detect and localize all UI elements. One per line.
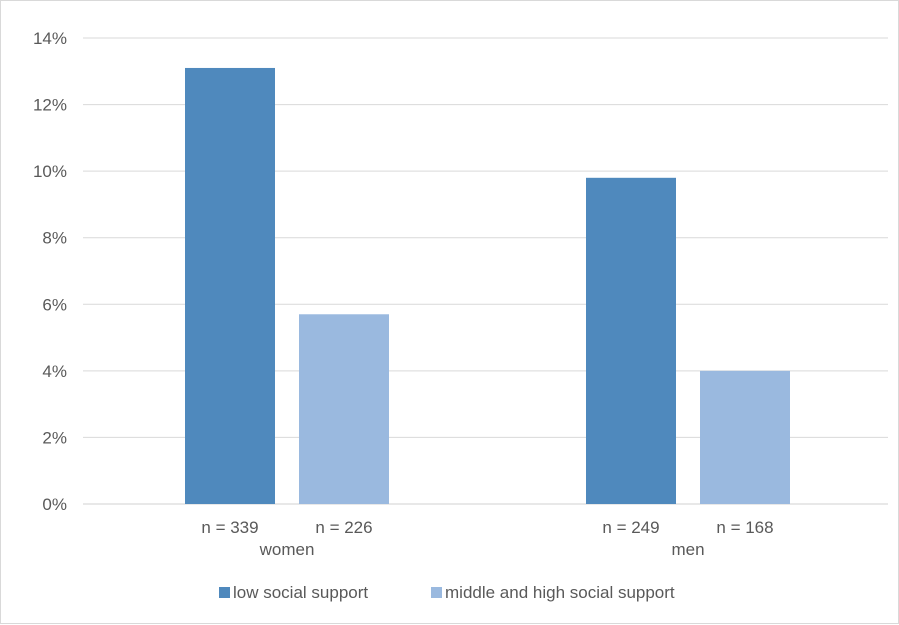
bar-women-series-1 (185, 67, 275, 504)
legend-label: middle and high social support (445, 583, 675, 602)
y-tick-label: 10% (33, 162, 67, 181)
group-label-men: men (671, 540, 704, 559)
legend-label: low social support (233, 583, 368, 602)
legend: low social support middle and high social… (219, 583, 675, 602)
legend-swatch (431, 587, 442, 598)
bar-women-series-2 (299, 314, 389, 504)
y-tick-label: 12% (33, 96, 67, 115)
y-tick-label: 0% (42, 495, 67, 514)
bar-men-series-2 (700, 370, 790, 504)
y-tick-label: 2% (42, 428, 67, 447)
bar-sublabel: n = 168 (716, 518, 773, 537)
bars (185, 67, 790, 505)
bar-sublabel: n = 339 (201, 518, 258, 537)
bar-men-series-1 (586, 177, 676, 505)
bar-sublabel: n = 249 (602, 518, 659, 537)
group-label-women: women (259, 540, 315, 559)
y-tick-label: 8% (42, 229, 67, 248)
legend-swatch (219, 587, 230, 598)
y-tick-label: 14% (33, 29, 67, 48)
y-tick-label: 6% (42, 295, 67, 314)
y-tick-label: 4% (42, 362, 67, 381)
y-axis-ticks: 0% 2% 4% 6% 8% 10% 12% 14% (33, 29, 67, 514)
bar-sublabel: n = 226 (315, 518, 372, 537)
